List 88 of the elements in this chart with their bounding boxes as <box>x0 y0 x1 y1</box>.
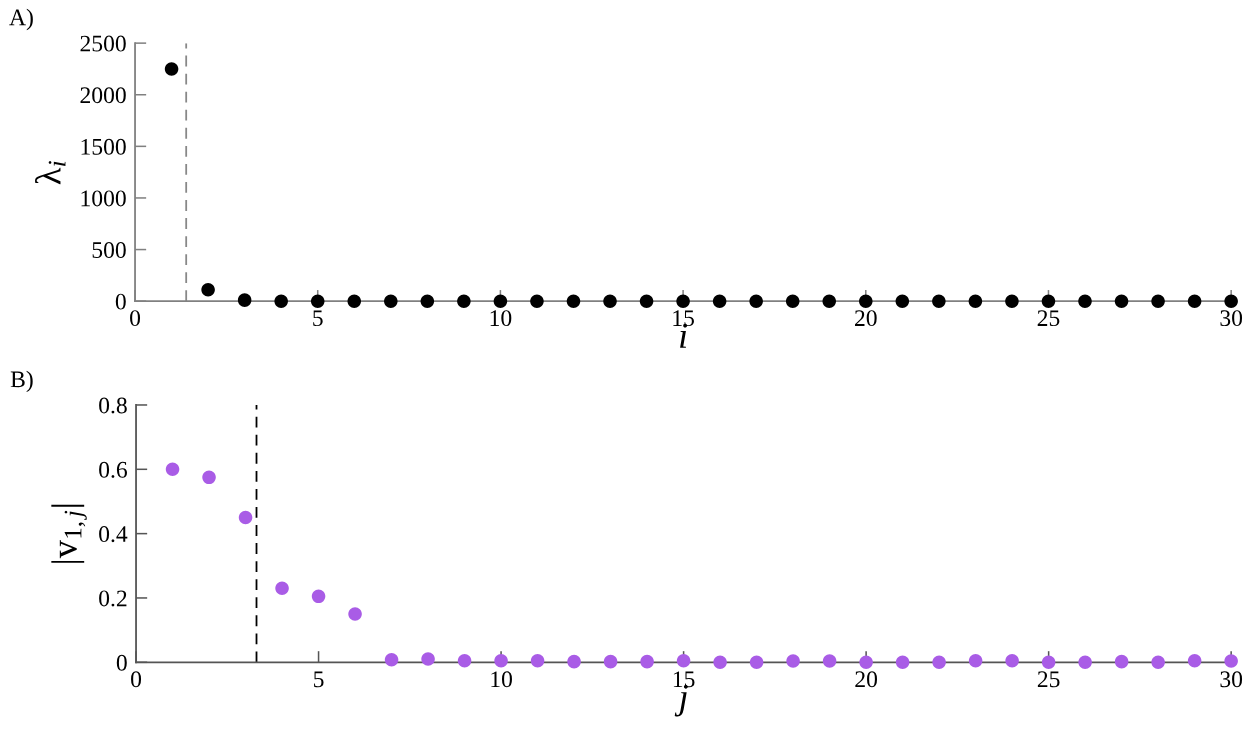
point <box>311 589 326 604</box>
point <box>1224 654 1238 668</box>
point <box>494 653 508 668</box>
point <box>1041 655 1056 670</box>
point <box>603 294 617 308</box>
point <box>895 294 910 308</box>
point <box>1114 294 1129 308</box>
point <box>749 655 764 670</box>
point <box>822 294 837 308</box>
point <box>567 654 581 669</box>
point <box>457 653 472 668</box>
chart-title: B) <box>10 370 33 393</box>
point <box>932 655 946 670</box>
point <box>1187 653 1202 668</box>
point <box>785 294 800 308</box>
x-tick-label: 20 <box>855 671 878 688</box>
x-tick-label: 20 <box>855 310 877 327</box>
x-tick-label: 10 <box>490 310 512 327</box>
y-tick-label: 500 <box>92 242 126 258</box>
y-tick-label: 1000 <box>81 190 126 207</box>
y-tick-label: 0 <box>115 293 126 310</box>
x-tick-label: 5 <box>314 671 324 688</box>
point <box>1078 655 1092 670</box>
point <box>968 294 983 308</box>
point <box>384 652 399 667</box>
y-tick-label: 2000 <box>80 87 126 104</box>
x-tick-label: 25 <box>1037 671 1060 688</box>
y-tick-label: 0.8 <box>99 397 127 414</box>
x-tick-label: 15 <box>673 310 694 327</box>
y-tick-label: 0 <box>116 654 127 671</box>
point <box>347 294 362 308</box>
point <box>822 654 837 668</box>
point <box>237 293 252 307</box>
point <box>1224 294 1238 308</box>
point <box>530 294 544 308</box>
point <box>786 654 800 668</box>
point <box>749 294 763 308</box>
y-tick-label: 0.2 <box>99 590 127 607</box>
point <box>493 294 508 308</box>
point <box>640 654 654 669</box>
point <box>348 607 362 621</box>
y-tick-label: 1500 <box>81 138 126 155</box>
x-tick-label: 25 <box>1037 310 1060 327</box>
point <box>1078 294 1092 308</box>
x-tick-label: 10 <box>491 671 512 688</box>
point <box>712 294 727 308</box>
point <box>530 653 545 668</box>
x-tick-label: 30 <box>1220 310 1243 327</box>
y-axis-title: |v$_{1,j}$| <box>51 504 87 563</box>
x-tick-label: 0 <box>130 310 141 327</box>
point <box>1151 294 1165 308</box>
point <box>566 294 581 308</box>
point <box>274 294 288 308</box>
x-tick-label: 30 <box>1220 671 1243 688</box>
point <box>676 294 690 308</box>
point <box>895 655 910 670</box>
point <box>201 283 215 297</box>
point <box>603 654 618 669</box>
point <box>165 462 180 477</box>
y-axis-title: λ$_{i}$ <box>35 161 66 185</box>
y-tick-label: 0.4 <box>99 526 128 543</box>
point <box>384 294 398 308</box>
point <box>639 294 654 308</box>
point <box>968 653 983 668</box>
point <box>1114 654 1129 669</box>
point <box>1187 294 1202 308</box>
point <box>421 652 435 666</box>
point <box>164 62 179 76</box>
point <box>859 655 873 670</box>
point <box>1151 655 1165 670</box>
point <box>238 510 253 525</box>
point <box>676 653 691 668</box>
point <box>457 294 471 308</box>
y-tick-label: 0.6 <box>99 461 127 478</box>
point <box>420 294 435 308</box>
y-tick-label: 2500 <box>80 35 126 52</box>
point <box>713 655 727 670</box>
point <box>1005 653 1019 668</box>
point <box>310 294 325 308</box>
point <box>1041 294 1056 308</box>
point <box>202 470 216 485</box>
point <box>275 581 289 596</box>
point <box>859 294 873 308</box>
x-tick-label: 5 <box>313 310 323 327</box>
point <box>932 294 946 308</box>
point <box>1005 294 1019 308</box>
x-tick-label: 0 <box>131 671 142 688</box>
chart-title: A) <box>9 8 33 31</box>
